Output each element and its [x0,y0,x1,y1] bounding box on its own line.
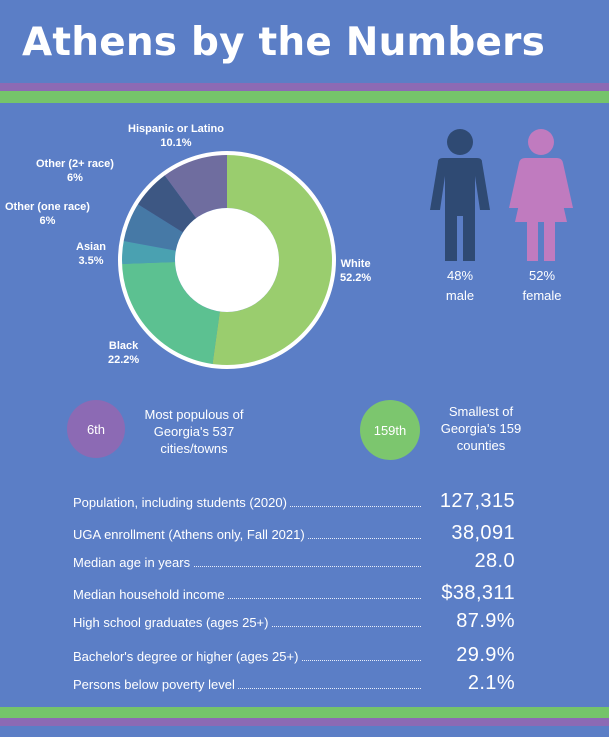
stat-row-high-school: High school graduates (ages 25+) 87.9% [73,607,523,633]
stat-value: 127,315 [439,490,515,512]
stat-label: Bachelor's degree or higher (ages 25+) [73,649,302,664]
slice-white [212,153,335,367]
stat-label: UGA enrollment (Athens only, Fall 2021) [73,527,308,542]
stat-row-median-age: Median age in years 28.0 [73,547,523,573]
donut-hole [175,208,279,312]
male-label: male [445,288,475,303]
slice-hispanic [163,153,227,219]
ethnicity-donut-chart [118,151,336,369]
male-pct: 48% [446,268,474,283]
bottom-purple-band [0,718,609,726]
top-purple-band [0,83,609,91]
stat-row-bachelors: Bachelor's degree or higher (ages 25+) 2… [73,641,523,667]
stat-value: 87.9% [456,610,515,632]
female-label: female [522,288,562,303]
stat-value: 38,091 [451,522,515,544]
top-green-band [0,91,609,103]
stat-label: High school graduates (ages 25+) [73,615,272,630]
slice-label-white: White 52.2% [340,258,372,284]
stat-value: 2.1% [467,672,515,694]
slice-asian [119,240,176,265]
slice-black [120,261,220,366]
stat-value: 29.9% [456,644,515,666]
female-stat: 52% female [507,266,577,306]
slice-label-hispanic: Hispanic or Latino 10.1% [128,123,224,149]
slice-label-other-one: Other (one race) 6% [5,201,90,227]
page-title: Athens by the Numbers [22,20,546,65]
male-stat: 48% male [425,266,495,306]
slice-other-one-race [121,203,183,251]
female-pct: 52% [528,268,556,283]
stat-label: Median household income [73,587,228,602]
stat-row-population: Population, including students (2020) 12… [73,487,523,513]
rank-text-cities: Most populous of Georgia's 537 cities/to… [144,407,244,456]
male-icon [430,129,490,261]
stat-label: Median age in years [73,555,194,570]
rank-badge-counties: 159th [360,400,420,460]
rank-badge-cities: 6th [67,400,125,458]
stat-label: Population, including students (2020) [73,495,290,510]
slice-label-asian: Asian 3.5% [76,241,106,267]
donut-outer-ring [118,151,336,369]
stat-value: $38,311 [441,582,515,604]
stat-value: 28.0 [474,550,515,572]
stat-row-poverty: Persons below poverty level 2.1% [73,669,523,695]
stat-label: Persons below poverty level [73,677,238,692]
slice-label-black: Black 22.2% [108,340,140,366]
stat-row-uga-enrollment: UGA enrollment (Athens only, Fall 2021) … [73,519,523,545]
bottom-green-band [0,707,609,718]
slice-other-two-plus [136,173,197,233]
female-icon [509,129,573,261]
slice-label-other-2plus: Other (2+ race) 6% [36,158,114,184]
rank-text-counties: Smallest of Georgia's 159 counties [440,404,522,453]
stat-row-median-income: Median household income $38,311 [73,579,523,605]
